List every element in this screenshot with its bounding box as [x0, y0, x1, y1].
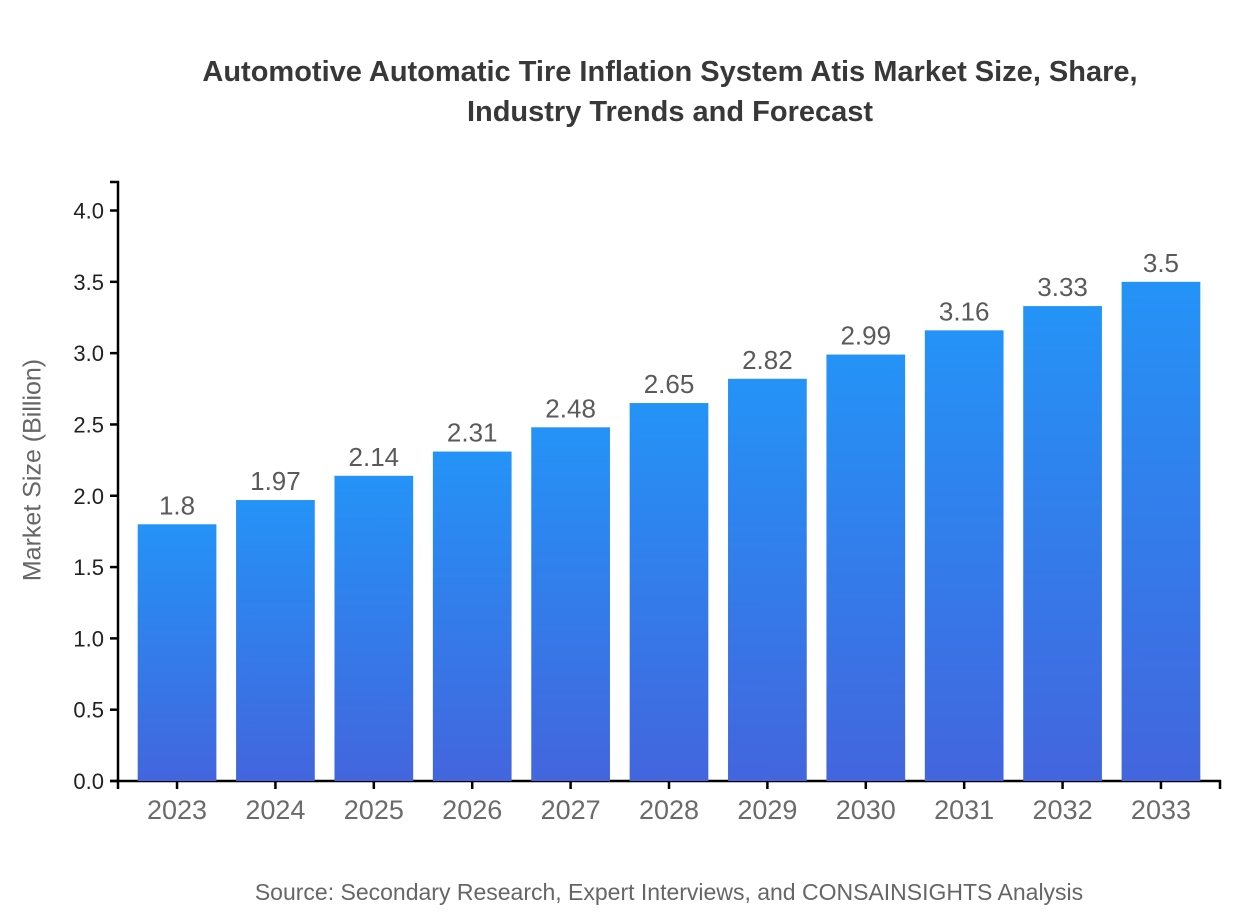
bar-value-label-2029: 2.82 — [742, 345, 793, 375]
x-tick-label-2032: 2032 — [1033, 795, 1093, 825]
bar-2031 — [924, 330, 1004, 781]
y-axis — [110, 180, 120, 783]
y-tick-label: 1.0 — [73, 626, 104, 651]
bar-2027 — [531, 427, 610, 781]
x-tick-label-2031: 2031 — [934, 795, 994, 825]
y-tick-label: 3.0 — [73, 341, 104, 366]
bar-2030 — [826, 354, 906, 781]
bar-2023 — [137, 524, 217, 781]
bar-2028 — [629, 403, 709, 781]
bar-2032 — [1023, 306, 1102, 781]
y-tick-label: 0.5 — [73, 698, 104, 723]
x-tick-label-2029: 2029 — [737, 795, 797, 825]
bar-value-label-2024: 1.97 — [250, 466, 301, 496]
y-tick-label: 3.5 — [73, 270, 104, 295]
bar-value-label-2027: 2.48 — [545, 393, 596, 423]
y-tick-label: 1.5 — [73, 555, 104, 580]
x-tick-label-2027: 2027 — [541, 795, 601, 825]
bar-value-label-2023: 1.8 — [159, 490, 195, 520]
x-tick-label-2026: 2026 — [442, 795, 502, 825]
bar-value-label-2025: 2.14 — [349, 442, 400, 472]
y-tick-label: 2.5 — [73, 412, 104, 437]
bar-2033 — [1121, 281, 1201, 781]
x-tick-label-2028: 2028 — [639, 795, 699, 825]
bar-value-label-2026: 2.31 — [447, 418, 498, 448]
x-tick-label-2033: 2033 — [1131, 795, 1191, 825]
x-tick-label-2024: 2024 — [245, 795, 305, 825]
bar-value-label-2030: 2.99 — [840, 321, 891, 351]
x-tick-label-2030: 2030 — [836, 795, 896, 825]
y-tick-label: 0.0 — [73, 769, 104, 794]
x-tick-label-2023: 2023 — [147, 795, 207, 825]
y-tick-label: 2.0 — [73, 484, 104, 509]
bar-value-label-2028: 2.65 — [644, 369, 695, 399]
bar-value-label-2033: 3.5 — [1143, 248, 1179, 278]
bar-value-label-2031: 3.16 — [939, 296, 990, 326]
x-tick-label-2025: 2025 — [344, 795, 404, 825]
bar-2024 — [236, 500, 315, 781]
chart-title-line1: Automotive Automatic Tire Inflation Syst… — [202, 56, 1138, 88]
bar-value-label-2032: 3.33 — [1037, 272, 1088, 302]
chart-title: Automotive Automatic Tire Inflation Syst… — [80, 52, 1260, 132]
chart-title-line2: Industry Trends and Forecast — [466, 96, 874, 128]
bar-2026 — [432, 451, 512, 781]
y-tick-label: 4.0 — [73, 199, 104, 224]
bar-2029 — [728, 378, 807, 781]
bar-2025 — [334, 475, 414, 781]
source-note: Source: Secondary Research, Expert Inter… — [254, 879, 1084, 905]
